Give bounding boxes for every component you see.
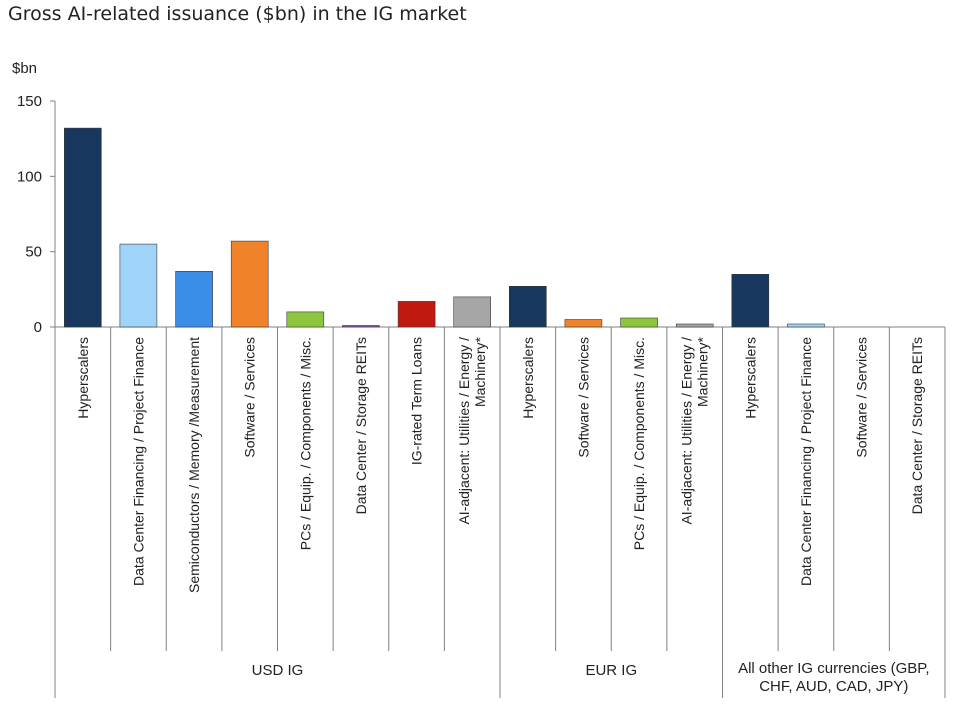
category-label: Software / Services [854,337,870,458]
bar [286,311,325,328]
category-label: Data Center Financing / Project Finance [798,337,814,586]
bars [64,127,825,328]
category-label-line: Software / Services [575,337,591,458]
bar [230,240,269,328]
category-label: Data Center / Storage REITs [909,337,925,514]
y-tick-label: 100 [17,168,42,185]
category-label-line: Semiconductors / Memory /Measurement [186,337,202,593]
category-label-line: PCs / Equip. / Components / Misc. [297,337,313,550]
category-label-line: Hyperscalers [520,337,536,419]
category-label: Software / Services [575,337,591,458]
category-label: Data Center Financing / Project Finance [130,337,146,586]
group-label-line: CHF, AUD, CAD, JPY) [759,678,908,695]
group-label: USD IG [252,662,304,679]
y-tick-label: 150 [17,93,42,110]
category-label-line: Data Center / Storage REITs [909,337,925,514]
category-label-line: Data Center / Storage REITs [353,337,369,514]
category-label-line: Data Center Financing / Project Finance [130,337,146,586]
category-label-line: Hyperscalers [75,337,91,419]
category-label-line: AI-adjacent: Utilities / Energy / [679,337,695,525]
category-label-line: Machinery* [695,336,711,407]
bar [508,285,547,328]
bar [731,273,770,328]
y-tick-label: 0 [34,319,42,336]
y-axis-label: $bn [12,60,38,77]
category-label-line: PCs / Equip. / Components / Misc. [631,337,647,550]
bar [64,127,102,328]
category-label: AI-adjacent: Utilities / Energy /Machine… [679,336,711,524]
category-label: PCs / Equip. / Components / Misc. [297,337,313,550]
category-label: PCs / Equip. / Components / Misc. [631,337,647,550]
category-label-line: IG-rated Term Loans [409,337,425,465]
bar [620,317,658,328]
category-label: Data Center / Storage REITs [353,337,369,514]
bar [175,270,213,328]
category-labels: Hyperscalers Data Center Financing / Proj… [75,336,925,593]
category-label-line: Software / Services [242,337,258,458]
group-label: All other IG currencies (GBP, CHF, AUD, C… [738,660,929,695]
bar [397,301,436,328]
category-label: Hyperscalers [520,337,536,419]
category-label: Software / Services [242,337,258,458]
category-label-line: Data Center Financing / Project Finance [798,337,814,586]
category-label: Hyperscalers [75,337,91,419]
bar [787,323,825,328]
category-label: Semiconductors / Memory /Measurement [186,337,202,593]
category-label-line: Machinery* [472,336,488,407]
bar [342,325,380,328]
chart-title: Gross AI-related issuance ($bn) in the I… [8,3,467,25]
group-label-line: USD IG [252,662,304,679]
bar [564,319,603,328]
group-label: EUR IG [585,662,637,679]
category-label-line: Software / Services [854,337,870,458]
bar [119,243,158,328]
bar [675,323,714,328]
category-label: AI-adjacent: Utilities / Energy /Machine… [456,336,488,524]
group-labels: USD IG EUR IG All other IG currencies (GBP… [252,660,930,695]
y-tick-label: 50 [25,244,42,261]
category-label: IG-rated Term Loans [409,337,425,465]
category-label-line: AI-adjacent: Utilities / Energy / [456,337,472,525]
category-label-line: Hyperscalers [742,337,758,419]
bar [453,296,492,328]
group-label-line: All other IG currencies (GBP, [738,660,929,677]
category-label: Hyperscalers [742,337,758,419]
group-label-line: EUR IG [585,662,637,679]
